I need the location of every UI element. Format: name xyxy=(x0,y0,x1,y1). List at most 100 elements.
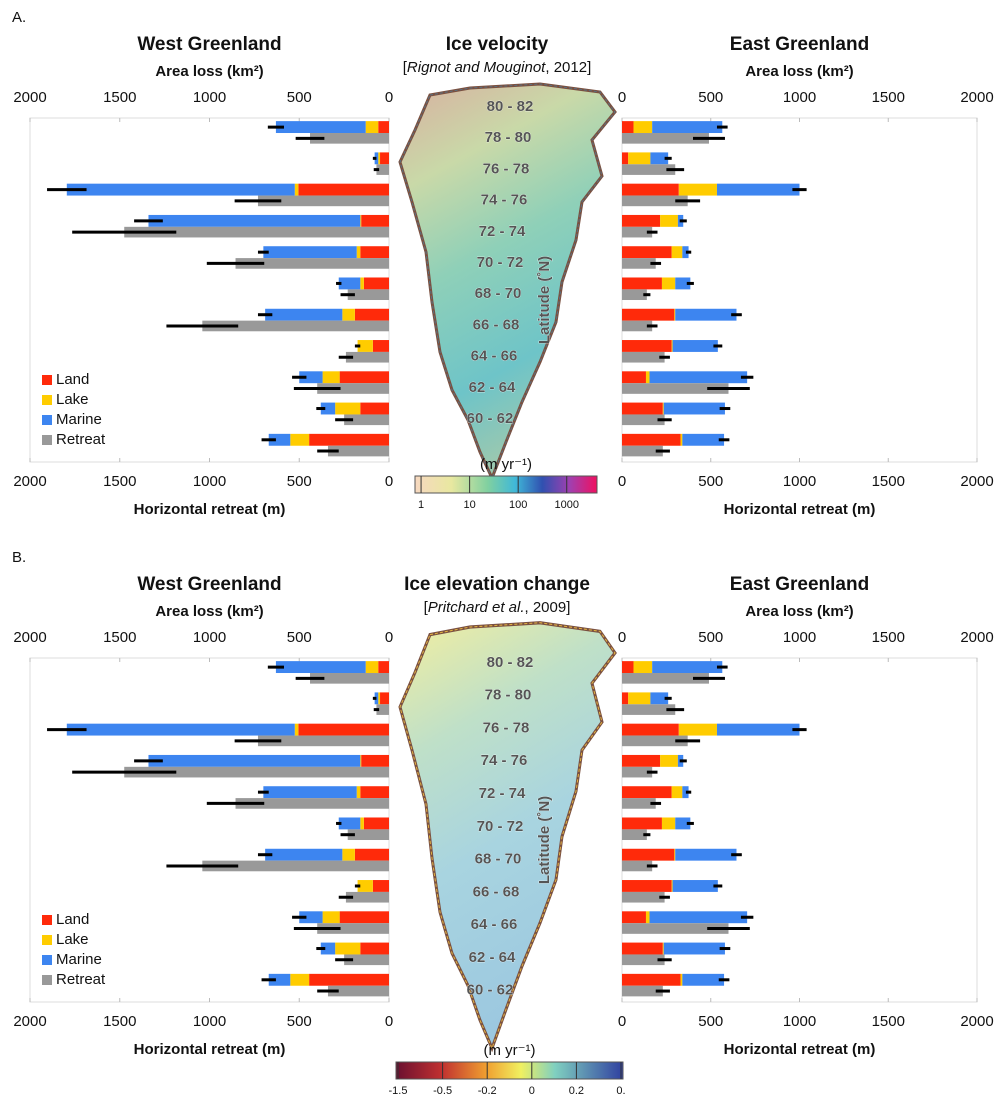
legend-swatch xyxy=(42,915,52,925)
x-tick-label-bottom: 500 xyxy=(287,1013,312,1030)
bar-segment xyxy=(342,309,355,321)
x-tick-label-top: 500 xyxy=(698,89,723,106)
citation-part: Rignot and Mouginot xyxy=(407,59,546,76)
bar-segment xyxy=(67,184,295,196)
legend-swatch xyxy=(42,415,52,425)
bar-segment xyxy=(682,974,724,986)
bar-segment xyxy=(622,786,672,798)
latitude-band: 78 - 80 xyxy=(485,129,532,146)
bar-segment xyxy=(67,724,295,736)
bar-segment xyxy=(148,215,360,227)
bar xyxy=(622,352,665,363)
bar-segment xyxy=(364,277,389,289)
colorbar-tick-label: 10 xyxy=(463,499,475,511)
legend-label: Retreat xyxy=(56,971,106,988)
bar-segment xyxy=(360,786,389,798)
bar-segment xyxy=(662,817,675,829)
bar-segment xyxy=(378,152,380,164)
latitude-band: 64 - 66 xyxy=(471,348,518,365)
legend-label: Land xyxy=(56,911,89,928)
latitude-axis-label: Latitude (˚N) xyxy=(536,256,553,344)
bar-segment xyxy=(622,434,681,446)
bar-segment xyxy=(295,724,299,736)
x-axis-label-bottom: Horizontal retreat (m) xyxy=(724,1041,876,1058)
bar-segment xyxy=(335,943,360,955)
bar-segment xyxy=(662,277,675,289)
bar-segment xyxy=(380,152,389,164)
bar-segment xyxy=(628,692,650,704)
bar-segment xyxy=(339,277,361,289)
x-tick-label-top: 500 xyxy=(287,629,312,646)
bar-segment xyxy=(652,121,722,133)
legend-label: Lake xyxy=(56,391,89,408)
bar-segment xyxy=(148,755,360,767)
bar-segment xyxy=(634,661,653,673)
x-tick-label-top: 0 xyxy=(385,89,393,106)
x-tick-label-top: 1000 xyxy=(193,629,226,646)
bar-segment xyxy=(622,911,646,923)
bar-segment xyxy=(622,755,660,767)
x-tick-label-top: 1500 xyxy=(103,629,136,646)
x-tick-label-top: 0 xyxy=(618,89,626,106)
bar-segment xyxy=(378,661,389,673)
colorbar xyxy=(396,1062,623,1079)
bar-segment xyxy=(361,215,389,227)
bar-segment xyxy=(295,184,299,196)
bar-segment xyxy=(660,215,678,227)
bar-segment xyxy=(378,121,389,133)
bar-segment xyxy=(622,277,662,289)
x-tick-label-bottom: 1000 xyxy=(783,473,816,490)
x-tick-label-bottom: 2000 xyxy=(13,473,46,490)
x-tick-label-bottom: 0 xyxy=(385,1013,393,1030)
bar-segment xyxy=(681,974,683,986)
legend-label: Land xyxy=(56,371,89,388)
bar-segment xyxy=(366,121,379,133)
bar-segment xyxy=(622,340,672,352)
x-axis-label-bottom: Horizontal retreat (m) xyxy=(134,1041,286,1058)
map-title: Ice velocity xyxy=(446,34,549,55)
latitude-band: 74 - 76 xyxy=(481,752,528,769)
bar-segment xyxy=(373,340,389,352)
bar-segment xyxy=(622,974,681,986)
x-axis-label-top: Area loss (km²) xyxy=(155,603,263,620)
x-tick-label-bottom: 500 xyxy=(698,1013,723,1030)
panel-label: B. xyxy=(12,549,26,566)
x-tick-label-bottom: 0 xyxy=(618,473,626,490)
bar-segment xyxy=(672,246,683,258)
citation-part: , 2012] xyxy=(545,59,591,76)
bar-segment xyxy=(622,692,628,704)
bar-segment xyxy=(717,724,800,736)
bar-segment xyxy=(355,849,389,861)
bar-segment xyxy=(360,403,389,415)
x-tick-label-bottom: 2000 xyxy=(960,473,993,490)
latitude-band: 72 - 74 xyxy=(479,223,526,240)
bar-segment xyxy=(309,974,389,986)
bar-segment xyxy=(674,309,675,321)
latitude-band: 72 - 74 xyxy=(479,785,526,802)
bar-segment xyxy=(357,786,361,798)
bar-segment xyxy=(622,817,662,829)
bar-segment xyxy=(674,849,675,861)
citation-part: Pritchard et al. xyxy=(428,599,525,616)
bar-segment xyxy=(355,309,389,321)
bar xyxy=(622,892,665,903)
x-tick-label-bottom: 1000 xyxy=(193,473,226,490)
latitude-band: 68 - 70 xyxy=(475,285,522,302)
bar-segment xyxy=(628,152,650,164)
bar-segment xyxy=(276,661,366,673)
bar-segment xyxy=(335,403,360,415)
colorbar-label: (m yr⁻¹) xyxy=(480,456,532,473)
bar-segment xyxy=(622,215,660,227)
panel-label: A. xyxy=(12,9,26,26)
map-citation: [Pritchard et al., 2009] xyxy=(424,599,571,616)
legend-swatch xyxy=(42,395,52,405)
bar-segment xyxy=(622,309,674,321)
bar-segment xyxy=(309,434,389,446)
bar-segment xyxy=(298,184,389,196)
bar-segment xyxy=(622,849,674,861)
legend-swatch xyxy=(42,955,52,965)
x-tick-label-top: 500 xyxy=(287,89,312,106)
x-tick-label-bottom: 1000 xyxy=(783,1013,816,1030)
colorbar-tick-label: 1000 xyxy=(554,499,578,511)
x-tick-label-bottom: 1500 xyxy=(103,473,136,490)
